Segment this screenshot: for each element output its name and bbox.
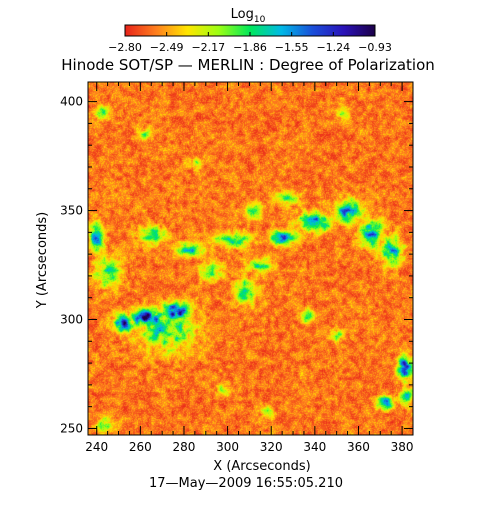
colorbar-tick-label: −2.49 xyxy=(150,41,184,54)
x-tick-label: 340 xyxy=(303,440,326,454)
x-tick-label: 240 xyxy=(85,440,108,454)
polarization-map-image xyxy=(88,82,413,435)
colorbar-tick-label: −1.86 xyxy=(233,41,267,54)
colorbar-ticks: −2.80 −2.49 −2.17 −1.86 −1.55 −1.24 −0.93 xyxy=(108,32,392,54)
axis-ticks: 240 260 280 300 320 340 360 380 250 300 350 400 xyxy=(60,82,414,454)
y-tick-label: 300 xyxy=(60,313,83,327)
x-tick-label: 260 xyxy=(129,440,152,454)
x-axis-title: X (Arcseconds) xyxy=(213,459,310,474)
x-tick-label: 380 xyxy=(391,440,414,454)
x-tick-label: 360 xyxy=(347,440,370,454)
colorbar-tick-label: −2.80 xyxy=(108,41,142,54)
y-tick-label: 350 xyxy=(60,204,83,218)
colorbar-tick-label: −1.55 xyxy=(275,41,309,54)
colorbar-label: Log10 xyxy=(231,7,266,25)
plot-title: Hinode SOT/SP — MERLIN : Degree of Polar… xyxy=(61,56,435,74)
colorbar-tick-label: −2.17 xyxy=(191,41,225,54)
colorbar-tick-label: −1.24 xyxy=(316,41,350,54)
plot-frame xyxy=(87,81,414,436)
y-axis-title: Y (Arcseconds) xyxy=(35,212,50,309)
y-tick-label: 400 xyxy=(60,95,83,109)
x-tick-label: 320 xyxy=(260,440,283,454)
x-tick-label: 300 xyxy=(216,440,239,454)
y-tick-label: 250 xyxy=(60,421,83,435)
observation-timestamp: 17—May—2009 16:55:05.210 xyxy=(149,476,343,491)
x-tick-label: 280 xyxy=(173,440,196,454)
colorbar-tick-label: −0.93 xyxy=(358,41,392,54)
